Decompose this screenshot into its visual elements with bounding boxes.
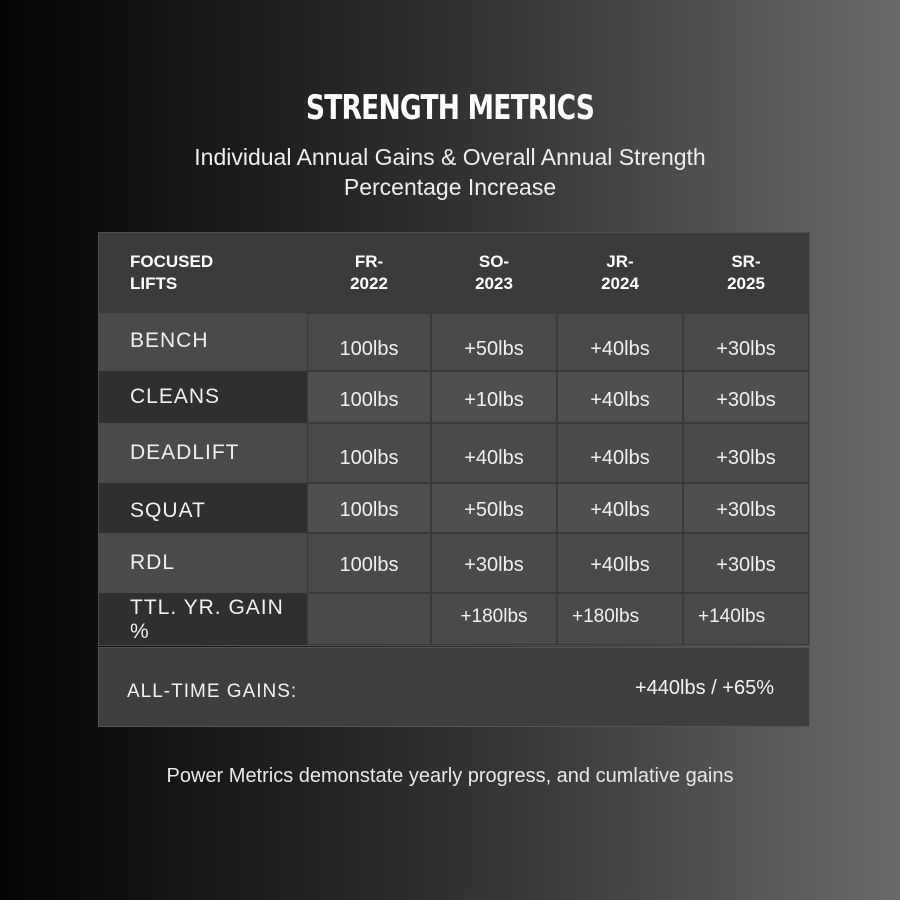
header-fr-2022: FR- 2022 (307, 233, 431, 313)
header-label: SO- 2023 (475, 252, 513, 293)
table-cell: 100lbs (307, 533, 431, 593)
table-cell: +50lbs (431, 313, 557, 371)
header-label: JR- 2024 (601, 252, 639, 293)
table-cell: +30lbs (683, 313, 809, 371)
table-cell: 100lbs (307, 371, 431, 423)
all-time-gains-panel: ALL-TIME GAINS: +440lbs / +65% (98, 647, 810, 727)
row-label-cleans: CLEANS (99, 371, 307, 423)
header-jr-2024: JR- 2024 (557, 233, 683, 313)
header-so-2023: SO- 2023 (431, 233, 557, 313)
row-label-rdl: RDL (99, 533, 307, 593)
table-cell: +10lbs (431, 371, 557, 423)
table-cell: +40lbs (557, 533, 683, 593)
table-cell: +30lbs (683, 371, 809, 423)
table-cell: +180lbs (431, 593, 557, 645)
table-cell: +40lbs (557, 483, 683, 533)
row-label-deadlift: DEADLIFT (99, 423, 307, 483)
page-title: STRENGTH METRICS (305, 88, 595, 128)
table-cell: +30lbs (683, 483, 809, 533)
table-cell: 100lbs (307, 313, 431, 371)
table-cell: +140lbs (683, 593, 809, 645)
table-cell: +30lbs (683, 533, 809, 593)
table-cell: +40lbs (557, 371, 683, 423)
table-cell (307, 593, 431, 645)
table-cell: +40lbs (557, 423, 683, 483)
header-sr-2025: SR- 2025 (683, 233, 809, 313)
table-cell: +180lbs (557, 593, 683, 645)
table-cell: +40lbs (431, 423, 557, 483)
all-time-gains-value: +440lbs / +65% (635, 677, 774, 699)
metrics-table: FOCUSED LIFTS FR- 2022 SO- 2023 JR- 2024… (98, 232, 810, 646)
header-focused-lifts: FOCUSED LIFTS (99, 233, 307, 313)
all-time-gains-label: ALL-TIME GAINS: (127, 681, 298, 702)
table-cell: 100lbs (307, 483, 431, 533)
table-cell: 100lbs (307, 423, 431, 483)
page-subtitle: Individual Annual Gains & Overall Annual… (194, 144, 706, 200)
header-label: FOCUSED LIFTS (130, 252, 214, 293)
table-cell: +30lbs (431, 533, 557, 593)
row-label-squat: SQUAT (99, 483, 307, 533)
footer-caption: Power Metrics demonstate yearly progress… (166, 765, 734, 787)
table-cell: +40lbs (557, 313, 683, 371)
table-cell: +30lbs (683, 423, 809, 483)
row-label-bench: BENCH (99, 313, 307, 371)
row-label-total-yearly-gain: TTL. YR. GAIN % (99, 593, 307, 645)
header-label: FR- 2022 (350, 252, 388, 293)
header-label: SR- 2025 (727, 252, 765, 293)
table-cell: +50lbs (431, 483, 557, 533)
